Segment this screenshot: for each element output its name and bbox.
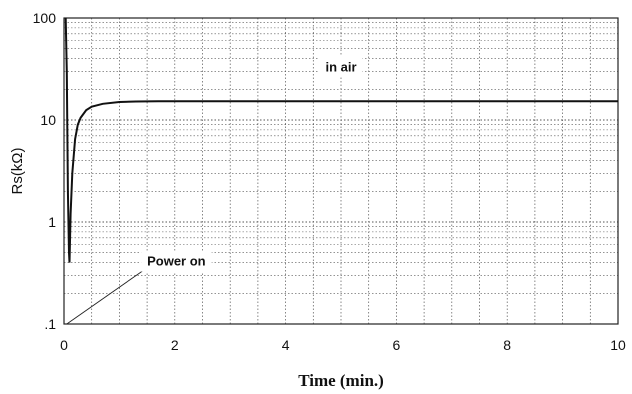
x-tick-label: 0	[60, 337, 68, 353]
annotations: in air Power on	[66, 56, 363, 325]
x-tick-labels: 0 2 4 6 8 10	[60, 337, 626, 353]
annotation-label-2: Power on	[147, 254, 206, 269]
y-tick-label: 10	[40, 112, 56, 128]
plot-frame	[63, 17, 619, 325]
x-tick-label: 10	[610, 337, 626, 353]
series-group	[64, 17, 618, 263]
series-line-1	[64, 17, 618, 263]
y-tick-label: 100	[33, 10, 57, 26]
y-tick-labels: .1 1 10 100	[33, 10, 57, 332]
x-tick-label: 6	[393, 337, 401, 353]
annotation-leader-line	[66, 270, 144, 325]
x-axis-label: Time (min.)	[298, 371, 384, 390]
y-tick-label: .1	[44, 316, 56, 332]
x-tick-label: 2	[171, 337, 179, 353]
x-tick-label: 4	[282, 337, 290, 353]
annotation-label-1: in air	[325, 59, 356, 74]
y-axis-label: Rs(kΩ)	[9, 147, 26, 194]
plot-border	[63, 17, 619, 325]
annotation-background	[319, 56, 363, 78]
y-tick-label: 1	[48, 214, 56, 230]
annotation-background	[141, 250, 212, 272]
x-tick-label: 8	[503, 337, 511, 353]
